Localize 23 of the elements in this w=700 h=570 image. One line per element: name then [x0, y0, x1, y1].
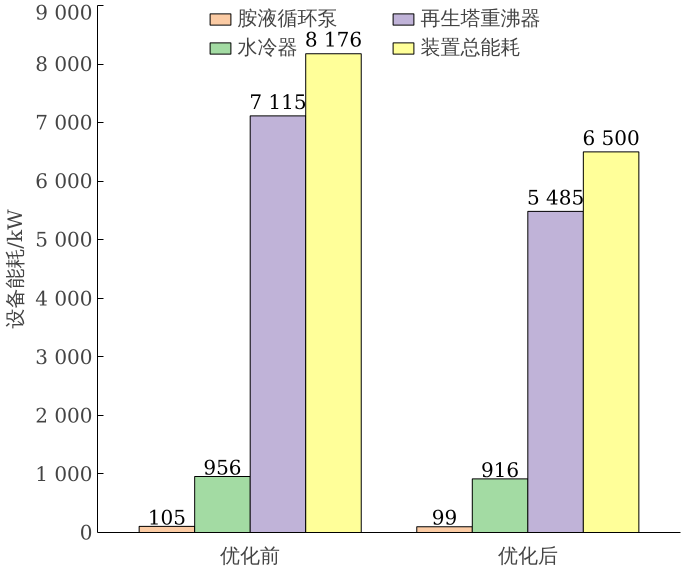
legend-label: 装置总能耗 — [420, 34, 522, 61]
legend-label: 水冷器 — [238, 35, 298, 59]
y-tick-label: 8 000 — [35, 52, 93, 76]
data-label: 916 — [480, 458, 520, 482]
legend-label: 再生塔重沸器 — [420, 5, 542, 32]
y-tick-label: 2 000 — [35, 403, 93, 428]
y-tick-label: 4 000 — [35, 286, 93, 310]
x-tick-label: 优化前 — [220, 544, 280, 568]
y-tick-label: 0 — [80, 520, 93, 544]
data-label: 5 485 — [526, 185, 584, 210]
y-axis-title: 设备能耗/kW — [3, 208, 28, 329]
data-label: 99 — [432, 506, 458, 530]
data-label: 6 500 — [582, 126, 640, 150]
y-tick-label: 9 000 — [35, 0, 93, 24]
y-tick-label: 1 000 — [35, 462, 93, 486]
data-label: 7 115 — [249, 90, 307, 114]
y-tick-label: 7 000 — [35, 110, 93, 135]
x-tick-label: 优化后 — [498, 544, 558, 568]
y-tick-label: 3 000 — [35, 344, 93, 369]
y-tick-label: 6 000 — [35, 169, 93, 194]
y-tick-label: 5 000 — [35, 228, 93, 252]
data-label: 105 — [148, 505, 186, 530]
data-label: 956 — [203, 456, 242, 480]
